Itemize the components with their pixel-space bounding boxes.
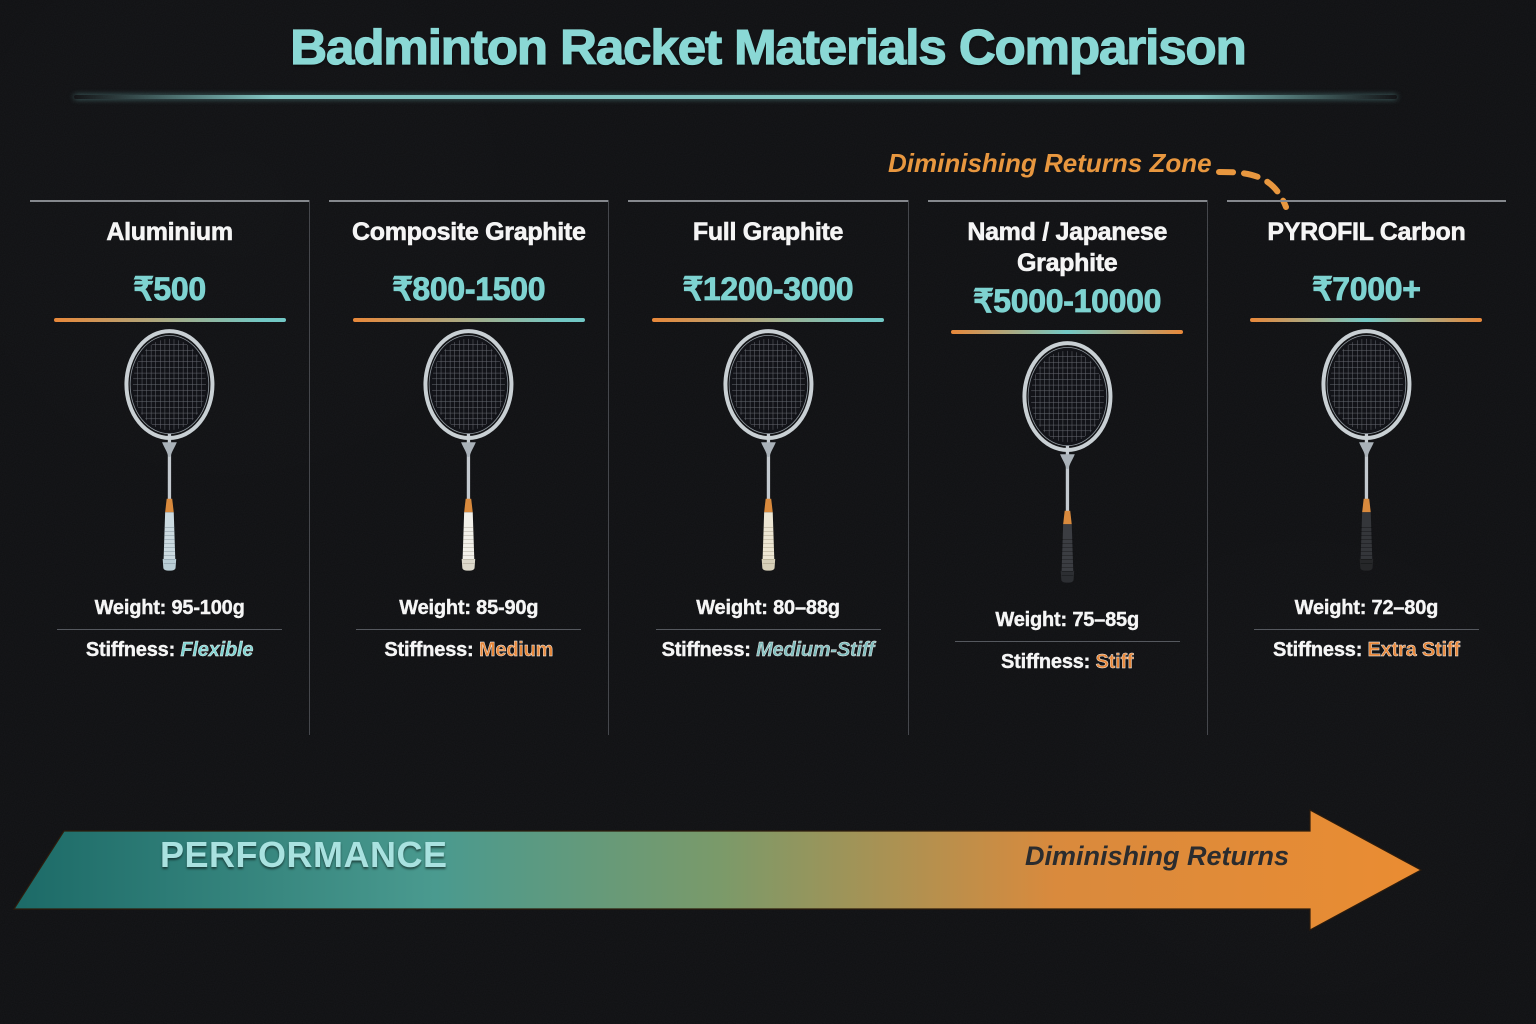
- svg-text:Diminishing Returns Zone: Diminishing Returns Zone: [888, 148, 1212, 178]
